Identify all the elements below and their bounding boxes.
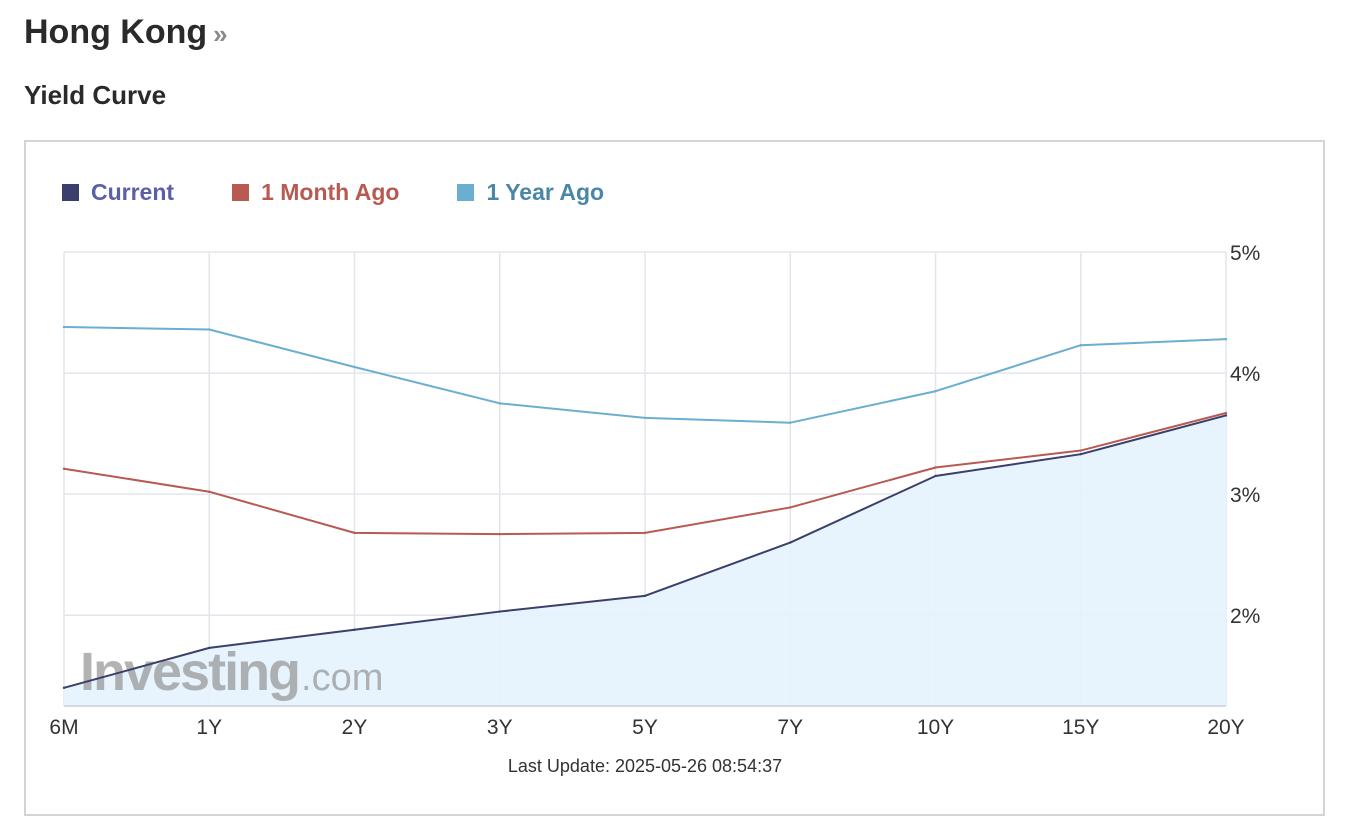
legend-swatch-month-ago [232, 183, 250, 201]
data-point-month_ago [62, 467, 66, 470]
data-point-current [353, 628, 356, 631]
page-title: Hong Kong» [24, 10, 228, 56]
x-tick-label: 20Y [1207, 716, 1244, 739]
line-layer [62, 325, 1228, 690]
x-tick-label: 5Y [632, 716, 658, 739]
legend-label-current: Current [91, 178, 175, 205]
data-point-month_ago [789, 506, 792, 509]
data-point-year_ago [789, 421, 792, 424]
data-point-year_ago [1224, 337, 1228, 341]
data-point-current [208, 646, 211, 650]
data-point-year_ago [934, 390, 937, 393]
section-title: Yield Curve [24, 80, 167, 110]
page-title-text: Hong Kong [24, 13, 208, 51]
data-point-month_ago [1224, 411, 1228, 415]
data-point-month_ago [934, 466, 937, 469]
legend-swatch-year-ago [457, 183, 475, 201]
data-point-current [789, 541, 792, 544]
legend-swatch-current [62, 183, 79, 201]
data-point-current [643, 594, 647, 598]
legend-item-month-ago[interactable]: 1 Month Ago [232, 179, 399, 206]
data-point-month_ago [353, 531, 356, 535]
data-point-current [62, 686, 66, 690]
legend-item-current[interactable]: Current [62, 179, 174, 206]
data-point-year_ago [1079, 344, 1082, 347]
data-point-current [1079, 452, 1082, 456]
y-tick-label: 4% [1230, 363, 1260, 386]
legend-label-month-ago: 1 Month Ago [261, 178, 400, 205]
x-tick-label: 2Y [342, 716, 368, 739]
data-point-month_ago [1079, 449, 1082, 452]
data-point-year_ago [353, 365, 356, 369]
data-point-month_ago [498, 532, 501, 536]
data-point-month_ago [643, 531, 647, 535]
axis-layer: 2% 3% 4% 5% 6M 1Y 2Y 3Y 5Y 7Y 10Y 15Y 20Y [49, 242, 1260, 739]
y-tick-label: 5% [1230, 242, 1260, 265]
y-tick-label: 2% [1230, 605, 1260, 628]
svg-text:.com: .com [301, 657, 383, 699]
chart-legend: Current 1 Month Ago 1 Year Ago [62, 176, 662, 208]
data-point-year_ago [498, 402, 501, 405]
y-tick-label: 3% [1230, 484, 1260, 507]
area-layer [64, 415, 1226, 706]
data-point-current [934, 474, 937, 478]
legend-label-year-ago: 1 Year Ago [486, 178, 605, 205]
title-more-link[interactable]: » [213, 19, 228, 49]
x-tick-label: 10Y [917, 716, 954, 739]
last-update-text: Last Update: 2025-05-26 08:54:37 [507, 756, 783, 776]
data-point-year_ago [62, 325, 66, 329]
data-point-current [498, 610, 501, 613]
svg-text:Investing: Investing [80, 642, 299, 702]
yield-curve-chart: Investing .com 2% 3% 4% 5% 6M 1Y 2Y 3Y 5Y 7Y 10Y 15… [49, 242, 1260, 739]
x-tick-label: 1Y [196, 716, 222, 739]
data-point-month_ago [208, 490, 211, 493]
data-point-year_ago [643, 416, 647, 420]
x-tick-label: 7Y [777, 716, 803, 739]
x-tick-label: 3Y [487, 716, 513, 739]
watermark-logo: Investing .com [80, 642, 383, 702]
data-point-current [1224, 414, 1228, 417]
series-area-current [64, 415, 1226, 706]
x-tick-label: 15Y [1062, 716, 1099, 739]
data-point-year_ago [208, 328, 211, 331]
x-tick-label: 6M [49, 716, 78, 739]
legend-item-year-ago[interactable]: 1 Year Ago [457, 179, 604, 206]
